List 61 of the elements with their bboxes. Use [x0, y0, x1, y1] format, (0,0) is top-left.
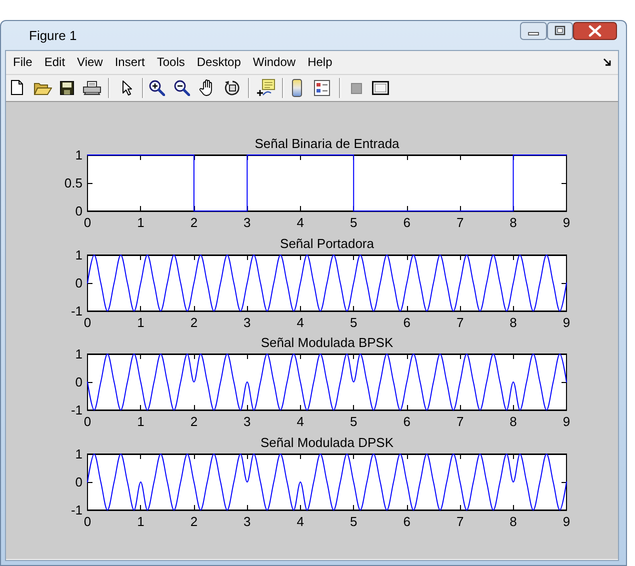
x-tick-label: 4	[296, 514, 304, 528]
x-tick-label: 2	[190, 514, 198, 528]
x-tick-label: 9	[562, 314, 570, 330]
x-tick-label: 9	[562, 215, 570, 230]
x-tick-label: 7	[456, 514, 464, 528]
x-tick-label: 8	[509, 215, 516, 230]
y-tick-label: -1	[70, 303, 82, 318]
x-tick-label: 7	[456, 414, 464, 429]
x-tick-label: 3	[243, 314, 250, 330]
y-tick-label: 0.5	[64, 176, 82, 190]
x-tick-label: 3	[243, 414, 250, 429]
x-tick-label: 7	[456, 314, 464, 330]
x-tick-label: 6	[402, 215, 410, 230]
y-tick-label: 0	[74, 374, 82, 390]
x-tick-label: 6	[402, 314, 410, 330]
y-tick-label: 1	[74, 148, 82, 162]
x-tick-label: 5	[349, 414, 357, 429]
chart-title: Señal Portadora	[280, 236, 374, 250]
x-tick-label: 5	[349, 514, 357, 528]
x-tick-label: 2	[190, 314, 198, 330]
text: Window	[252, 54, 296, 70]
x-tick-label: 1	[136, 314, 144, 330]
y-tick-label: 0	[74, 275, 82, 290]
text: View	[77, 54, 103, 70]
x-tick-label: 2	[190, 414, 198, 429]
x-tick-label: 1	[136, 215, 144, 230]
x-tick-label: 6	[402, 514, 410, 528]
x-tick-label: 8	[509, 414, 516, 429]
x-tick-label: 8	[509, 314, 516, 330]
text: Edit	[44, 54, 66, 70]
x-tick-label: 8	[509, 514, 516, 528]
y-tick-label: 1	[74, 446, 82, 461]
text: Desktop	[196, 54, 241, 70]
text: Tools	[156, 54, 185, 70]
text: Insert	[114, 54, 145, 70]
y-tick-label: 0	[74, 204, 82, 218]
x-tick-label: 4	[296, 215, 304, 230]
y-tick-label: 0	[74, 474, 82, 489]
x-tick-label: 4	[296, 414, 304, 429]
text: File	[13, 54, 32, 70]
x-tick-label: 5	[349, 314, 357, 330]
x-tick-label: 2	[190, 215, 198, 230]
y-tick-label: -1	[70, 402, 82, 418]
x-tick-label: 6	[402, 414, 410, 429]
y-tick-label: 1	[74, 247, 82, 262]
y-tick-label: -1	[70, 502, 82, 517]
text: Figure 1	[29, 28, 77, 44]
chart-title: Señal Modulada DPSK	[260, 434, 394, 450]
x-tick-label: 7	[456, 215, 464, 230]
x-tick-label: 4	[296, 314, 304, 330]
x-tick-label: 1	[136, 514, 144, 528]
x-tick-label: 3	[243, 215, 250, 230]
x-tick-label: 9	[562, 514, 570, 528]
chart-title: Señal Binaria de Entrada	[254, 136, 400, 151]
x-tick-label: 5	[349, 215, 357, 230]
y-tick-label: 1	[74, 346, 82, 362]
x-tick-label: 3	[243, 514, 250, 528]
text: Help	[308, 54, 332, 70]
x-tick-label: 1	[136, 414, 144, 429]
x-tick-label: 9	[562, 414, 570, 429]
chart-title: Señal Modulada BPSK	[260, 335, 393, 350]
